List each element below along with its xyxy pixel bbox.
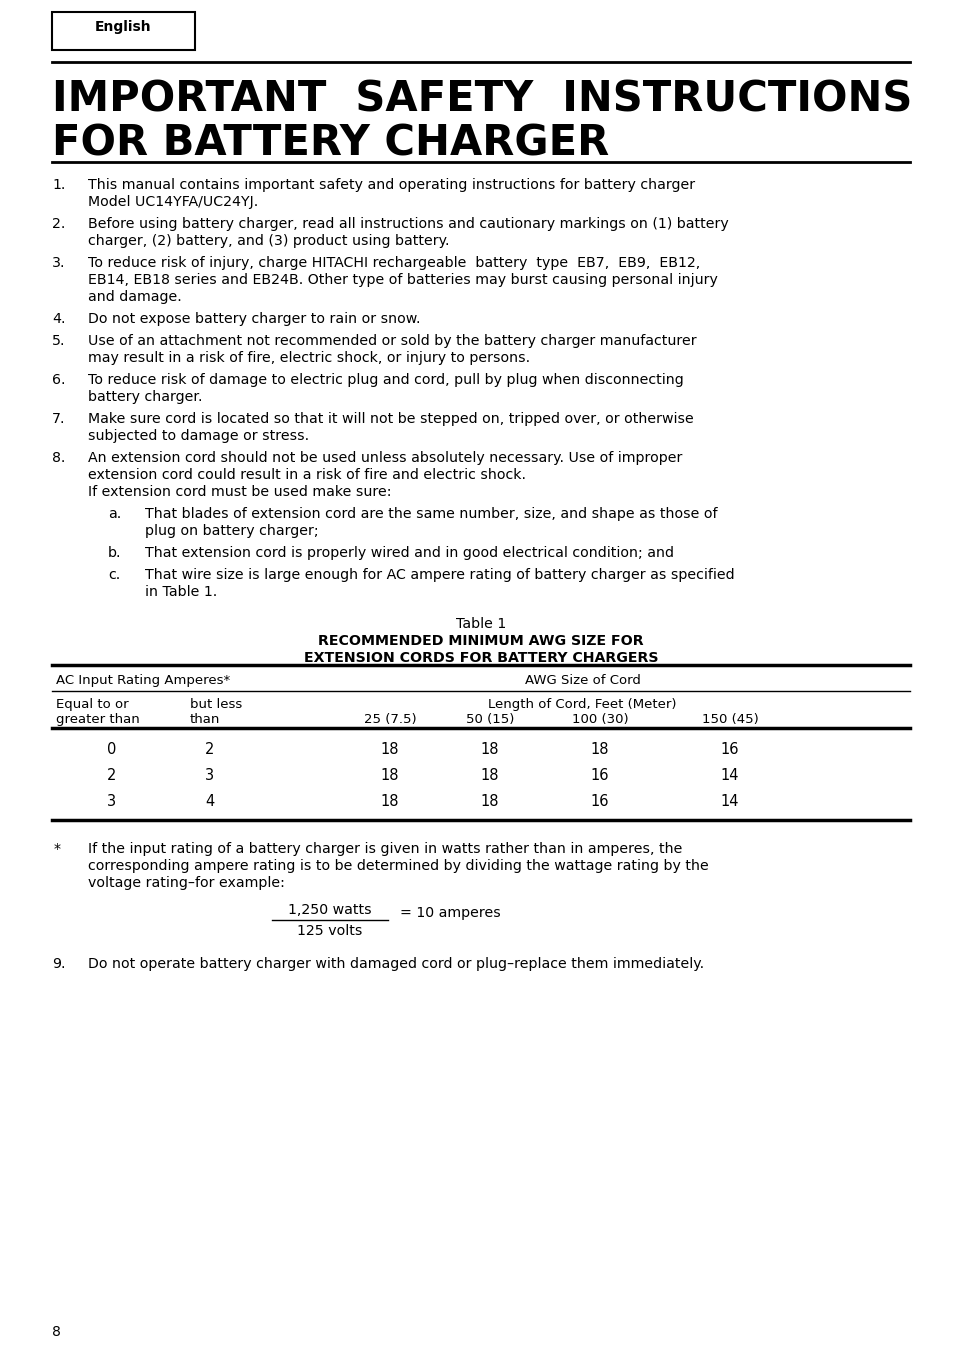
Text: 5.: 5. xyxy=(52,334,66,347)
Bar xyxy=(52,12,194,50)
Text: 14: 14 xyxy=(720,794,739,808)
Text: To reduce risk of injury, charge HITACHI rechargeable  battery  type  EB7,  EB9,: To reduce risk of injury, charge HITACHI… xyxy=(88,256,700,270)
Text: 16: 16 xyxy=(590,768,609,783)
Text: Make sure cord is located so that it will not be stepped on, tripped over, or ot: Make sure cord is located so that it wil… xyxy=(88,412,693,426)
Text: An extension cord should not be used unless absolutely necessary. Use of imprope: An extension cord should not be used unl… xyxy=(88,452,681,465)
Text: 3: 3 xyxy=(205,768,214,783)
Text: 125 volts: 125 volts xyxy=(297,923,362,938)
Text: corresponding ampere rating is to be determined by dividing the wattage rating b: corresponding ampere rating is to be det… xyxy=(88,859,708,873)
Text: 8.: 8. xyxy=(52,452,66,465)
Text: AWG Size of Cord: AWG Size of Cord xyxy=(524,675,639,687)
Text: extension cord could result in a risk of fire and electric shock.: extension cord could result in a risk of… xyxy=(88,468,525,483)
Text: 9.: 9. xyxy=(52,957,66,971)
Text: 4: 4 xyxy=(205,794,214,808)
Text: Do not expose battery charger to rain or snow.: Do not expose battery charger to rain or… xyxy=(88,312,420,326)
Text: EXTENSION CORDS FOR BATTERY CHARGERS: EXTENSION CORDS FOR BATTERY CHARGERS xyxy=(303,652,658,665)
Text: That extension cord is properly wired and in good electrical condition; and: That extension cord is properly wired an… xyxy=(145,546,673,560)
Text: Use of an attachment not recommended or sold by the battery charger manufacturer: Use of an attachment not recommended or … xyxy=(88,334,696,347)
Text: Table 1: Table 1 xyxy=(456,617,506,631)
Text: 3: 3 xyxy=(108,794,116,808)
Text: Do not operate battery charger with damaged cord or plug–replace them immediatel: Do not operate battery charger with dama… xyxy=(88,957,703,971)
Text: *: * xyxy=(54,842,61,856)
Text: 18: 18 xyxy=(380,768,399,783)
Text: c.: c. xyxy=(108,568,120,581)
Text: This manual contains important safety and operating instructions for battery cha: This manual contains important safety an… xyxy=(88,178,695,192)
Text: To reduce risk of damage to electric plug and cord, pull by plug when disconnect: To reduce risk of damage to electric plu… xyxy=(88,373,683,387)
Text: 4.: 4. xyxy=(52,312,66,326)
Text: subjected to damage or stress.: subjected to damage or stress. xyxy=(88,429,309,443)
Text: a.: a. xyxy=(108,507,121,521)
Text: If the input rating of a battery charger is given in watts rather than in ampere: If the input rating of a battery charger… xyxy=(88,842,681,856)
Text: 18: 18 xyxy=(380,742,399,757)
Text: 18: 18 xyxy=(380,794,399,808)
Text: 8: 8 xyxy=(52,1325,61,1338)
Text: RECOMMENDED MINIMUM AWG SIZE FOR: RECOMMENDED MINIMUM AWG SIZE FOR xyxy=(318,634,643,648)
Text: 14: 14 xyxy=(720,768,739,783)
Text: 18: 18 xyxy=(480,794,498,808)
Text: Equal to or
greater than: Equal to or greater than xyxy=(56,698,139,726)
Text: 7.: 7. xyxy=(52,412,66,426)
Text: IMPORTANT  SAFETY  INSTRUCTIONS: IMPORTANT SAFETY INSTRUCTIONS xyxy=(52,78,911,120)
Text: 18: 18 xyxy=(480,768,498,783)
Text: may result in a risk of fire, electric shock, or injury to persons.: may result in a risk of fire, electric s… xyxy=(88,352,530,365)
Text: 50 (15): 50 (15) xyxy=(465,713,514,726)
Text: voltage rating–for example:: voltage rating–for example: xyxy=(88,876,285,890)
Text: Length of Cord, Feet (Meter): Length of Cord, Feet (Meter) xyxy=(488,698,676,711)
Text: 16: 16 xyxy=(720,742,739,757)
Text: Model UC14YFA/UC24YJ.: Model UC14YFA/UC24YJ. xyxy=(88,195,258,210)
Text: That wire size is large enough for AC ampere rating of battery charger as specif: That wire size is large enough for AC am… xyxy=(145,568,734,581)
Text: 1.: 1. xyxy=(52,178,66,192)
Text: 150 (45): 150 (45) xyxy=(700,713,758,726)
Text: EB14, EB18 series and EB24B. Other type of batteries may burst causing personal : EB14, EB18 series and EB24B. Other type … xyxy=(88,273,717,287)
Text: AC Input Rating Amperes*: AC Input Rating Amperes* xyxy=(56,675,230,687)
Text: Before using battery charger, read all instructions and cautionary markings on (: Before using battery charger, read all i… xyxy=(88,218,728,231)
Text: 6.: 6. xyxy=(52,373,66,387)
Text: but less
than: but less than xyxy=(190,698,242,726)
Text: 3.: 3. xyxy=(52,256,66,270)
Text: 18: 18 xyxy=(480,742,498,757)
Text: = 10 amperes: = 10 amperes xyxy=(399,906,500,921)
Text: 100 (30): 100 (30) xyxy=(571,713,628,726)
Text: and damage.: and damage. xyxy=(88,289,182,304)
Text: That blades of extension cord are the same number, size, and shape as those of: That blades of extension cord are the sa… xyxy=(145,507,717,521)
Text: 2.: 2. xyxy=(52,218,66,231)
Text: 1,250 watts: 1,250 watts xyxy=(288,903,372,917)
Text: b.: b. xyxy=(108,546,121,560)
Text: 16: 16 xyxy=(590,794,609,808)
Text: If extension cord must be used make sure:: If extension cord must be used make sure… xyxy=(88,485,391,499)
Text: FOR BATTERY CHARGER: FOR BATTERY CHARGER xyxy=(52,122,609,164)
Text: 2: 2 xyxy=(205,742,214,757)
Text: battery charger.: battery charger. xyxy=(88,389,202,404)
Text: 25 (7.5): 25 (7.5) xyxy=(363,713,416,726)
Text: in Table 1.: in Table 1. xyxy=(145,585,217,599)
Text: charger, (2) battery, and (3) product using battery.: charger, (2) battery, and (3) product us… xyxy=(88,234,449,247)
Text: English: English xyxy=(95,20,152,34)
Text: 18: 18 xyxy=(590,742,609,757)
Text: plug on battery charger;: plug on battery charger; xyxy=(145,525,318,538)
Text: 0: 0 xyxy=(107,742,116,757)
Text: 2: 2 xyxy=(107,768,116,783)
